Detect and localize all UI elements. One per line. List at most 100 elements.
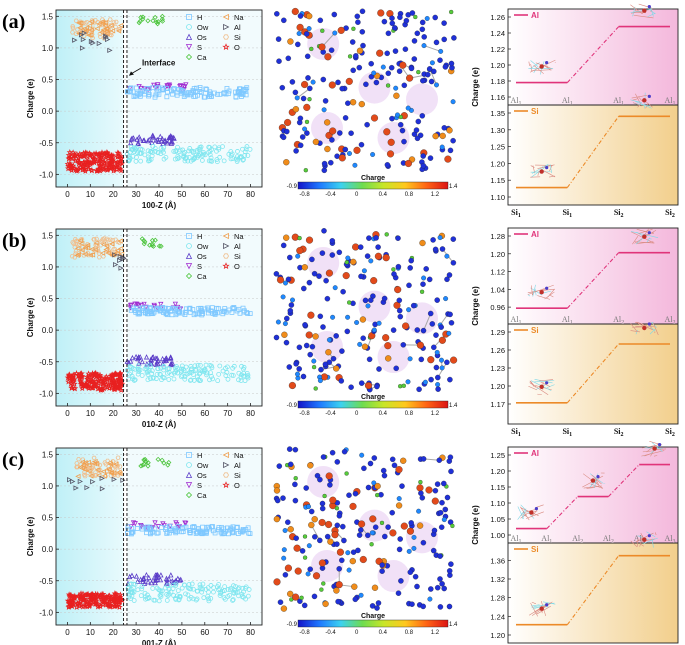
atom xyxy=(303,168,308,173)
atom xyxy=(382,334,390,342)
colorbar-tick-label: 0.4 xyxy=(379,192,388,198)
y-tick-label: 1.15 xyxy=(490,176,505,185)
point-O xyxy=(89,370,96,377)
atom xyxy=(380,64,386,70)
si-legend-label: Si xyxy=(531,326,539,335)
highlight-region xyxy=(406,302,438,335)
point-O xyxy=(66,597,74,604)
atom xyxy=(347,54,353,59)
legend-marker-Os xyxy=(185,252,193,259)
point-Os xyxy=(158,572,164,578)
atom xyxy=(450,99,456,105)
atom xyxy=(319,587,324,592)
colorbar-title: Charge xyxy=(361,613,385,620)
atom xyxy=(439,144,445,150)
point-H xyxy=(193,311,199,317)
y-tick-label: 1.05 xyxy=(490,515,505,524)
atom xyxy=(304,119,310,125)
scatter-panel-3: 0 10 20 30 40 50 60 70 80-1.0-0.50.00.51.01.5001… xyxy=(26,447,263,645)
atom xyxy=(444,494,451,501)
atom xyxy=(306,543,312,549)
atom xyxy=(437,576,443,582)
atom xyxy=(384,50,390,57)
atom xyxy=(339,348,345,354)
atom xyxy=(390,327,397,333)
point-Ow xyxy=(179,363,185,369)
atom xyxy=(284,118,292,127)
snapshot-bond xyxy=(630,99,642,103)
point-H xyxy=(179,529,185,535)
atom xyxy=(336,513,343,519)
point-Ow xyxy=(231,583,236,589)
point-H xyxy=(191,93,197,99)
atom xyxy=(369,515,377,523)
atomic-structure-2: Charge-0.9-0.8 -0.4 0 0.4 0.8 1.21.4 xyxy=(273,228,458,417)
point-Ow xyxy=(139,584,145,589)
atom xyxy=(318,559,326,567)
legend-marker-S xyxy=(185,482,193,489)
atom xyxy=(448,320,455,326)
point-Na xyxy=(117,245,124,252)
point-Ow xyxy=(194,596,200,602)
point-Os xyxy=(166,575,172,582)
point-Ow xyxy=(188,595,194,600)
y-tick-label: -1.0 xyxy=(39,608,53,617)
atom xyxy=(347,300,352,305)
point-O xyxy=(89,595,96,602)
atom xyxy=(302,534,308,539)
snapshot-bond xyxy=(639,535,643,547)
atom xyxy=(408,65,415,72)
atom xyxy=(389,15,395,21)
point-H xyxy=(235,524,240,530)
point-Al xyxy=(103,34,109,40)
atom xyxy=(420,281,426,287)
atom xyxy=(356,532,363,538)
point-Ow xyxy=(230,373,236,378)
si-subplot: 1.201.241.281.321.36Si1Si1Si2Si2Si xyxy=(490,531,670,640)
atom xyxy=(406,282,412,289)
point-Ow xyxy=(216,582,221,587)
atom xyxy=(310,79,316,85)
point-O xyxy=(91,370,98,377)
point-Si xyxy=(73,238,79,244)
atom xyxy=(397,121,404,128)
atom xyxy=(444,253,450,259)
atom xyxy=(352,162,358,168)
point-H xyxy=(243,92,249,98)
atom xyxy=(335,598,341,605)
point-Na xyxy=(82,466,88,472)
point-H xyxy=(148,530,154,536)
atom xyxy=(307,351,313,358)
snapshot-atom xyxy=(545,61,549,65)
al-x-label: Al1 xyxy=(511,534,522,545)
atom xyxy=(380,467,387,474)
atom xyxy=(389,115,395,122)
atom xyxy=(429,60,435,66)
point-O xyxy=(92,594,99,601)
atom xyxy=(384,162,391,168)
atom xyxy=(450,137,456,144)
point-O xyxy=(97,162,104,170)
atom xyxy=(407,265,413,271)
point-Na xyxy=(82,251,88,257)
atom xyxy=(434,297,440,303)
atom xyxy=(344,471,349,476)
atom xyxy=(446,127,453,134)
atom xyxy=(276,58,282,64)
atom xyxy=(358,592,364,598)
molecule-snapshot xyxy=(630,92,653,109)
legend-label-S: S xyxy=(197,43,202,52)
atom xyxy=(364,382,373,390)
atom xyxy=(411,534,417,540)
atom xyxy=(395,502,403,509)
al-x-label: Al2 xyxy=(603,534,614,545)
atom xyxy=(419,239,426,247)
y-tick-label: 1.28 xyxy=(490,232,505,241)
atom xyxy=(309,256,315,263)
point-H xyxy=(154,90,160,96)
atom xyxy=(434,349,440,355)
atom xyxy=(322,98,329,104)
point-Al xyxy=(117,253,123,260)
atom xyxy=(439,357,444,363)
